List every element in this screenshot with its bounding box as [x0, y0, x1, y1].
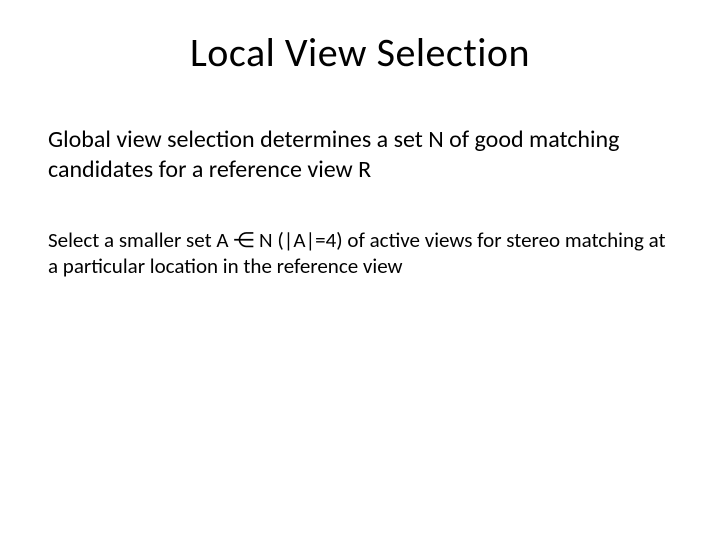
slide-container: Local View Selection Global view selecti… — [0, 0, 720, 540]
slide-title: Local View Selection — [48, 28, 672, 77]
paragraph-1: Global view selection determines a set N… — [48, 125, 672, 185]
paragraph-2: Select a smaller set A ⋲ N (|A|=4) of ac… — [48, 227, 672, 280]
